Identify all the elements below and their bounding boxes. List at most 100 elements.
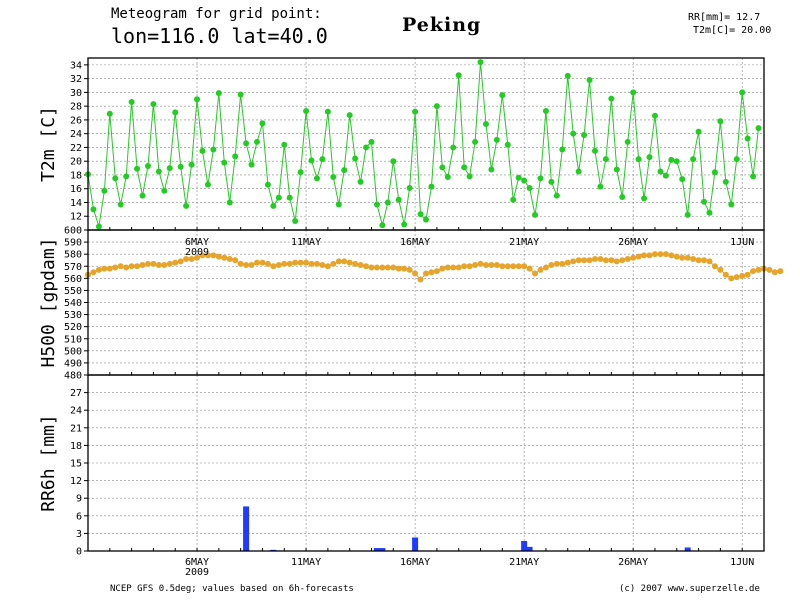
h500-point bbox=[684, 254, 691, 261]
y-axis-label: H500 [gpdam] bbox=[38, 237, 59, 367]
t2m-point bbox=[684, 211, 691, 218]
t2m-point bbox=[608, 95, 615, 102]
t2m-point bbox=[412, 108, 419, 115]
h500-point bbox=[330, 260, 337, 267]
h500-point bbox=[646, 252, 653, 259]
h500-point bbox=[286, 260, 293, 267]
h500-point bbox=[739, 272, 746, 279]
y-tick-label: 580 bbox=[64, 250, 82, 261]
t2m-mean: T2m[C]= 20.00 bbox=[693, 25, 772, 36]
t2m-point bbox=[537, 175, 544, 182]
t2m-point bbox=[651, 112, 658, 119]
h500-point bbox=[717, 266, 724, 273]
t2m-point bbox=[482, 121, 489, 128]
h500-point bbox=[488, 262, 495, 269]
t2m-point bbox=[150, 101, 157, 108]
t2m-point bbox=[128, 99, 135, 106]
t2m-point bbox=[635, 156, 642, 163]
h500-point bbox=[679, 254, 686, 261]
x-tick-label: 26MAY bbox=[618, 557, 648, 568]
h500-point bbox=[188, 256, 195, 262]
h500-point bbox=[395, 265, 402, 272]
h500-point bbox=[90, 269, 97, 276]
t2m-point bbox=[641, 195, 648, 202]
y-tick-label: 500 bbox=[64, 346, 82, 357]
x-tick-label: 1JUN bbox=[730, 237, 754, 248]
h500-point bbox=[368, 264, 375, 271]
h500-point bbox=[259, 259, 266, 266]
h500-point bbox=[423, 270, 429, 277]
rr-bar bbox=[243, 506, 250, 551]
h500-point bbox=[183, 256, 190, 262]
t2m-point bbox=[144, 163, 151, 170]
t2m-point bbox=[297, 169, 304, 176]
city-name: Peking bbox=[402, 14, 482, 36]
y-tick-label: 34 bbox=[70, 60, 82, 71]
h500-point bbox=[728, 275, 735, 282]
t2m-point bbox=[330, 174, 337, 181]
t2m-point bbox=[123, 173, 130, 180]
t2m-point bbox=[90, 206, 97, 213]
h500-point bbox=[313, 260, 320, 267]
h500-point bbox=[777, 268, 784, 275]
t2m-point bbox=[243, 140, 250, 147]
h500-point bbox=[281, 260, 288, 267]
h500-point bbox=[379, 264, 386, 271]
h500-point bbox=[439, 265, 446, 272]
year-label: 2009 bbox=[185, 247, 209, 258]
h500-point bbox=[510, 263, 517, 270]
t2m-point bbox=[423, 216, 429, 223]
h500-point bbox=[123, 264, 130, 271]
t2m-point bbox=[477, 59, 484, 66]
t2m-point bbox=[232, 153, 239, 160]
t2m-point bbox=[319, 156, 326, 163]
t2m-point bbox=[308, 157, 315, 164]
h500-point bbox=[401, 265, 408, 272]
h500-point bbox=[117, 263, 124, 270]
meteogram-title: Meteogram for grid point: bbox=[111, 6, 322, 22]
t2m-point bbox=[226, 199, 233, 206]
h500-point bbox=[341, 258, 348, 265]
h500-point bbox=[412, 270, 419, 277]
h500-point bbox=[194, 254, 201, 261]
x-tick-label: 6MAY bbox=[185, 237, 209, 248]
t2m-point bbox=[264, 181, 271, 188]
t2m-point bbox=[493, 136, 500, 143]
y-tick-label: 12 bbox=[70, 476, 82, 487]
t2m-panel bbox=[84, 57, 765, 231]
h500-point bbox=[275, 262, 282, 269]
h500-point bbox=[128, 263, 135, 270]
t2m-point bbox=[575, 168, 582, 175]
t2m-point bbox=[690, 156, 697, 163]
grid-point-coordinates: lon=116.0 lat=40.0 bbox=[111, 24, 328, 48]
h500-point bbox=[254, 259, 260, 266]
y-tick-label: 18 bbox=[70, 441, 82, 452]
t2m-point bbox=[679, 176, 686, 183]
t2m-point bbox=[657, 168, 664, 175]
footer-source: NCEP GFS 0.5deg; values based on 6h-fore… bbox=[110, 584, 354, 594]
panel-frame bbox=[87, 374, 765, 552]
t2m-line bbox=[87, 62, 759, 227]
y-tick-label: 560 bbox=[64, 274, 82, 285]
y-tick-label: 480 bbox=[64, 371, 82, 382]
t2m-point bbox=[275, 194, 282, 201]
t2m-point bbox=[711, 169, 718, 176]
y-tick-label: 24 bbox=[70, 406, 82, 417]
h500-point bbox=[433, 268, 440, 275]
h500-point bbox=[608, 257, 615, 264]
y-tick-label: 28 bbox=[70, 102, 82, 113]
h500-point bbox=[586, 257, 593, 264]
year-label: 2009 bbox=[185, 567, 209, 578]
y-tick-label: 14 bbox=[70, 198, 82, 209]
h500-point bbox=[493, 262, 500, 269]
t2m-point bbox=[466, 173, 473, 180]
t2m-point bbox=[215, 90, 222, 97]
y-tick-label: 12 bbox=[70, 212, 82, 223]
h500-point bbox=[570, 258, 577, 265]
t2m-point bbox=[188, 161, 195, 168]
t2m-point bbox=[559, 146, 566, 153]
h500-point bbox=[226, 256, 233, 262]
h500-point bbox=[499, 263, 506, 270]
h500-point bbox=[384, 264, 391, 271]
